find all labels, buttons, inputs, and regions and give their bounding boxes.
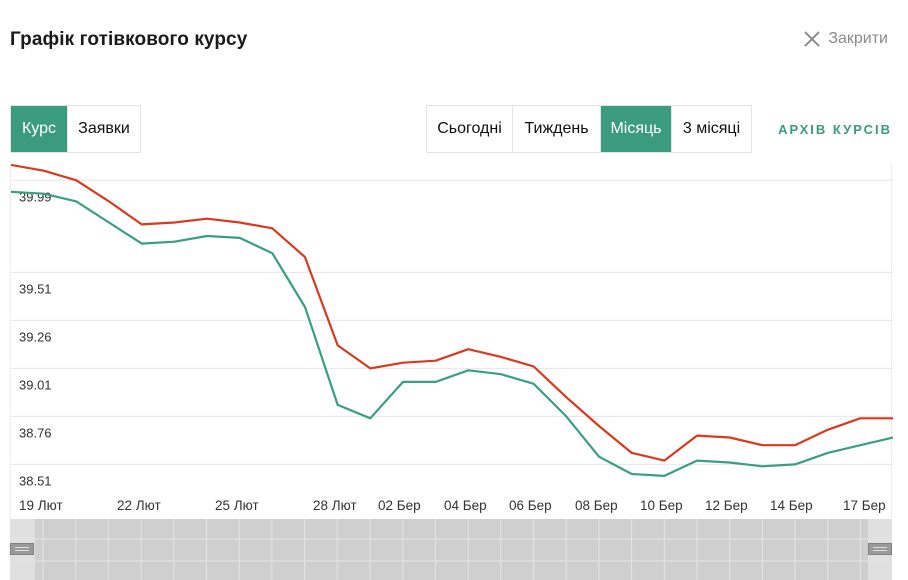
x-tick-label: 06 Бер xyxy=(509,498,552,513)
x-tick-label: 04 Бер xyxy=(444,498,487,513)
tab-month[interactable]: Місяць xyxy=(601,106,672,152)
page-title: Графік готівкового курсу xyxy=(10,29,248,50)
sell-rate-line xyxy=(11,163,893,462)
x-tick-label: 22 Лют xyxy=(117,498,161,513)
y-tick-label: 39.01 xyxy=(19,377,52,392)
x-tick-label: 14 Бер xyxy=(770,498,813,513)
archive-link[interactable]: АРХІВ КУРСІВ xyxy=(778,122,892,137)
chart-navigator[interactable] xyxy=(10,519,892,580)
x-tick-label: 28 Лют xyxy=(313,498,357,513)
tab-month-label: Місяць xyxy=(610,120,662,137)
tab-today[interactable]: Сьогодні xyxy=(427,106,513,152)
mode-switch: Курс Заявки xyxy=(10,105,141,153)
y-tick-label: 38.51 xyxy=(19,473,52,488)
tab-week-label: Тиждень xyxy=(524,120,589,137)
x-tick-label: 02 Бер xyxy=(378,498,421,513)
x-tick-label: 17 Бер xyxy=(843,498,886,513)
tab-orders[interactable]: Заявки xyxy=(68,106,140,152)
tab-orders-label: Заявки xyxy=(78,120,130,137)
x-tick-label: 12 Бер xyxy=(705,498,748,513)
tab-week[interactable]: Тиждень xyxy=(513,106,601,152)
tab-3-months[interactable]: 3 місяці xyxy=(672,106,751,152)
buy-rate-line xyxy=(11,190,893,477)
x-tick-label: 19 Лют xyxy=(19,498,63,513)
tab-today-label: Сьогодні xyxy=(437,120,502,137)
y-tick-label: 39.26 xyxy=(19,329,52,344)
y-tick-label: 38.76 xyxy=(19,425,52,440)
close-icon xyxy=(804,31,820,47)
close-label: Закрити xyxy=(828,30,888,47)
tab-rate[interactable]: Курс xyxy=(11,106,68,152)
navigator-grid xyxy=(10,519,892,580)
x-tick-label: 25 Лют xyxy=(215,498,259,513)
x-tick-label: 10 Бер xyxy=(640,498,683,513)
y-tick-label: 39.51 xyxy=(19,281,52,296)
period-switch: Сьогодні Тиждень Місяць 3 місяці xyxy=(426,105,752,153)
close-button[interactable]: Закрити xyxy=(804,30,888,48)
rate-chart: 38.51 38.76 39.01 39.26 39.51 39.99 19 Лют 22 Л… xyxy=(10,163,893,518)
tab-3-months-label: 3 місяці xyxy=(682,120,741,137)
navigator-handle-right[interactable] xyxy=(868,543,892,555)
x-tick-label: 08 Бер xyxy=(575,498,618,513)
tab-rate-label: Курс xyxy=(21,120,57,137)
navigator-handle-left[interactable] xyxy=(10,543,34,555)
